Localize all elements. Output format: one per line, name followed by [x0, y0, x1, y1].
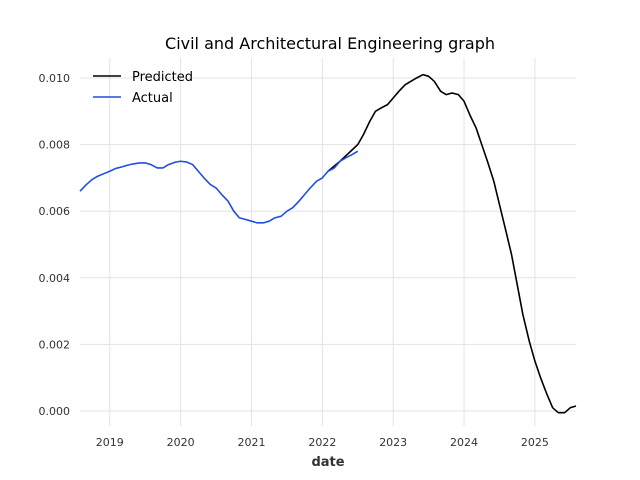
y-tick-label: 0.004 [39, 272, 71, 285]
x-tick-label: 2021 [237, 436, 265, 449]
series-line-actual [79, 150, 359, 224]
legend-label-actual: Actual [132, 91, 173, 106]
y-tick-label: 0.010 [39, 72, 71, 85]
x-axis-label: date [311, 455, 344, 470]
series-line-predicted [327, 73, 577, 414]
x-axis-ticks: 2019 2020 2021 2022 2023 2024 2025 [96, 436, 549, 449]
x-tick-label: 2023 [379, 436, 407, 449]
legend-label-predicted: Predicted [132, 70, 193, 85]
legend: Predicted Actual [93, 70, 193, 106]
y-axis-ticks: 0.000 0.002 0.004 0.006 0.008 0.010 [39, 72, 71, 418]
x-tick-label: 2024 [450, 436, 478, 449]
y-tick-label: 0.008 [39, 139, 71, 152]
y-tick-label: 0.000 [39, 405, 71, 418]
x-tick-label: 2020 [167, 436, 195, 449]
x-tick-label: 2019 [96, 436, 124, 449]
grid-lines [80, 58, 576, 426]
y-tick-label: 0.006 [39, 205, 71, 218]
y-tick-label: 0.002 [39, 338, 71, 351]
x-tick-label: 2022 [308, 436, 336, 449]
series-layer [79, 73, 577, 414]
chart-title: Civil and Architectural Engineering grap… [165, 34, 495, 53]
x-tick-label: 2025 [521, 436, 549, 449]
